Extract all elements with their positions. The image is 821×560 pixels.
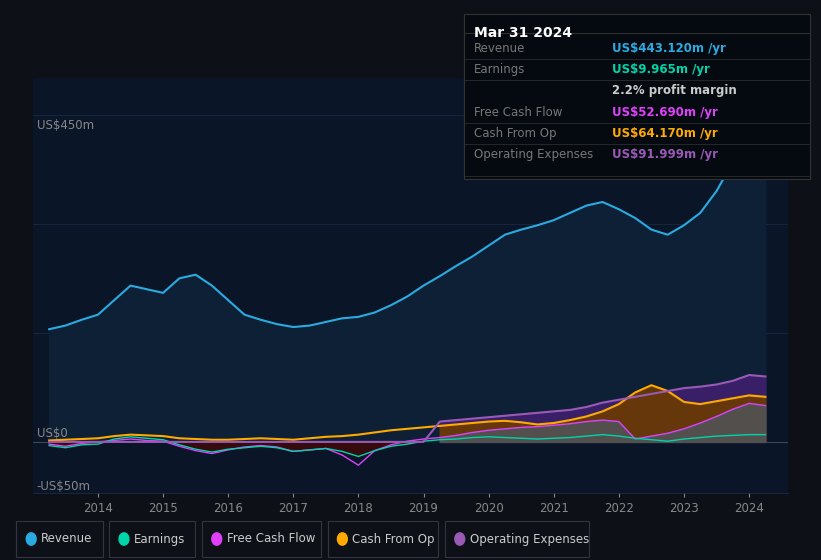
Text: Operating Expenses: Operating Expenses	[474, 148, 593, 161]
Text: Earnings: Earnings	[134, 533, 186, 545]
Text: Earnings: Earnings	[474, 63, 525, 76]
Text: Operating Expenses: Operating Expenses	[470, 533, 589, 545]
Text: Free Cash Flow: Free Cash Flow	[227, 533, 315, 545]
Text: Free Cash Flow: Free Cash Flow	[474, 105, 562, 119]
Text: Cash From Op: Cash From Op	[474, 127, 556, 140]
Text: Revenue: Revenue	[474, 41, 525, 55]
Text: Cash From Op: Cash From Op	[352, 533, 434, 545]
Text: US$450m: US$450m	[37, 119, 94, 132]
Text: US$443.120m /yr: US$443.120m /yr	[612, 41, 726, 55]
Text: US$9.965m /yr: US$9.965m /yr	[612, 63, 709, 76]
Text: 2.2% profit margin: 2.2% profit margin	[612, 84, 736, 97]
Text: US$0: US$0	[37, 427, 67, 440]
Text: US$52.690m /yr: US$52.690m /yr	[612, 105, 718, 119]
Text: Revenue: Revenue	[41, 533, 93, 545]
Text: -US$50m: -US$50m	[37, 480, 90, 493]
Text: US$91.999m /yr: US$91.999m /yr	[612, 148, 718, 161]
Text: Mar 31 2024: Mar 31 2024	[474, 26, 572, 40]
Text: US$64.170m /yr: US$64.170m /yr	[612, 127, 718, 140]
